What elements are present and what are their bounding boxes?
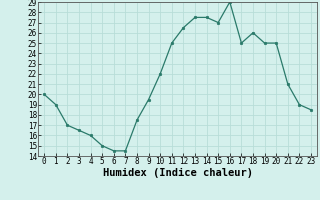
X-axis label: Humidex (Indice chaleur): Humidex (Indice chaleur) [103, 168, 252, 178]
